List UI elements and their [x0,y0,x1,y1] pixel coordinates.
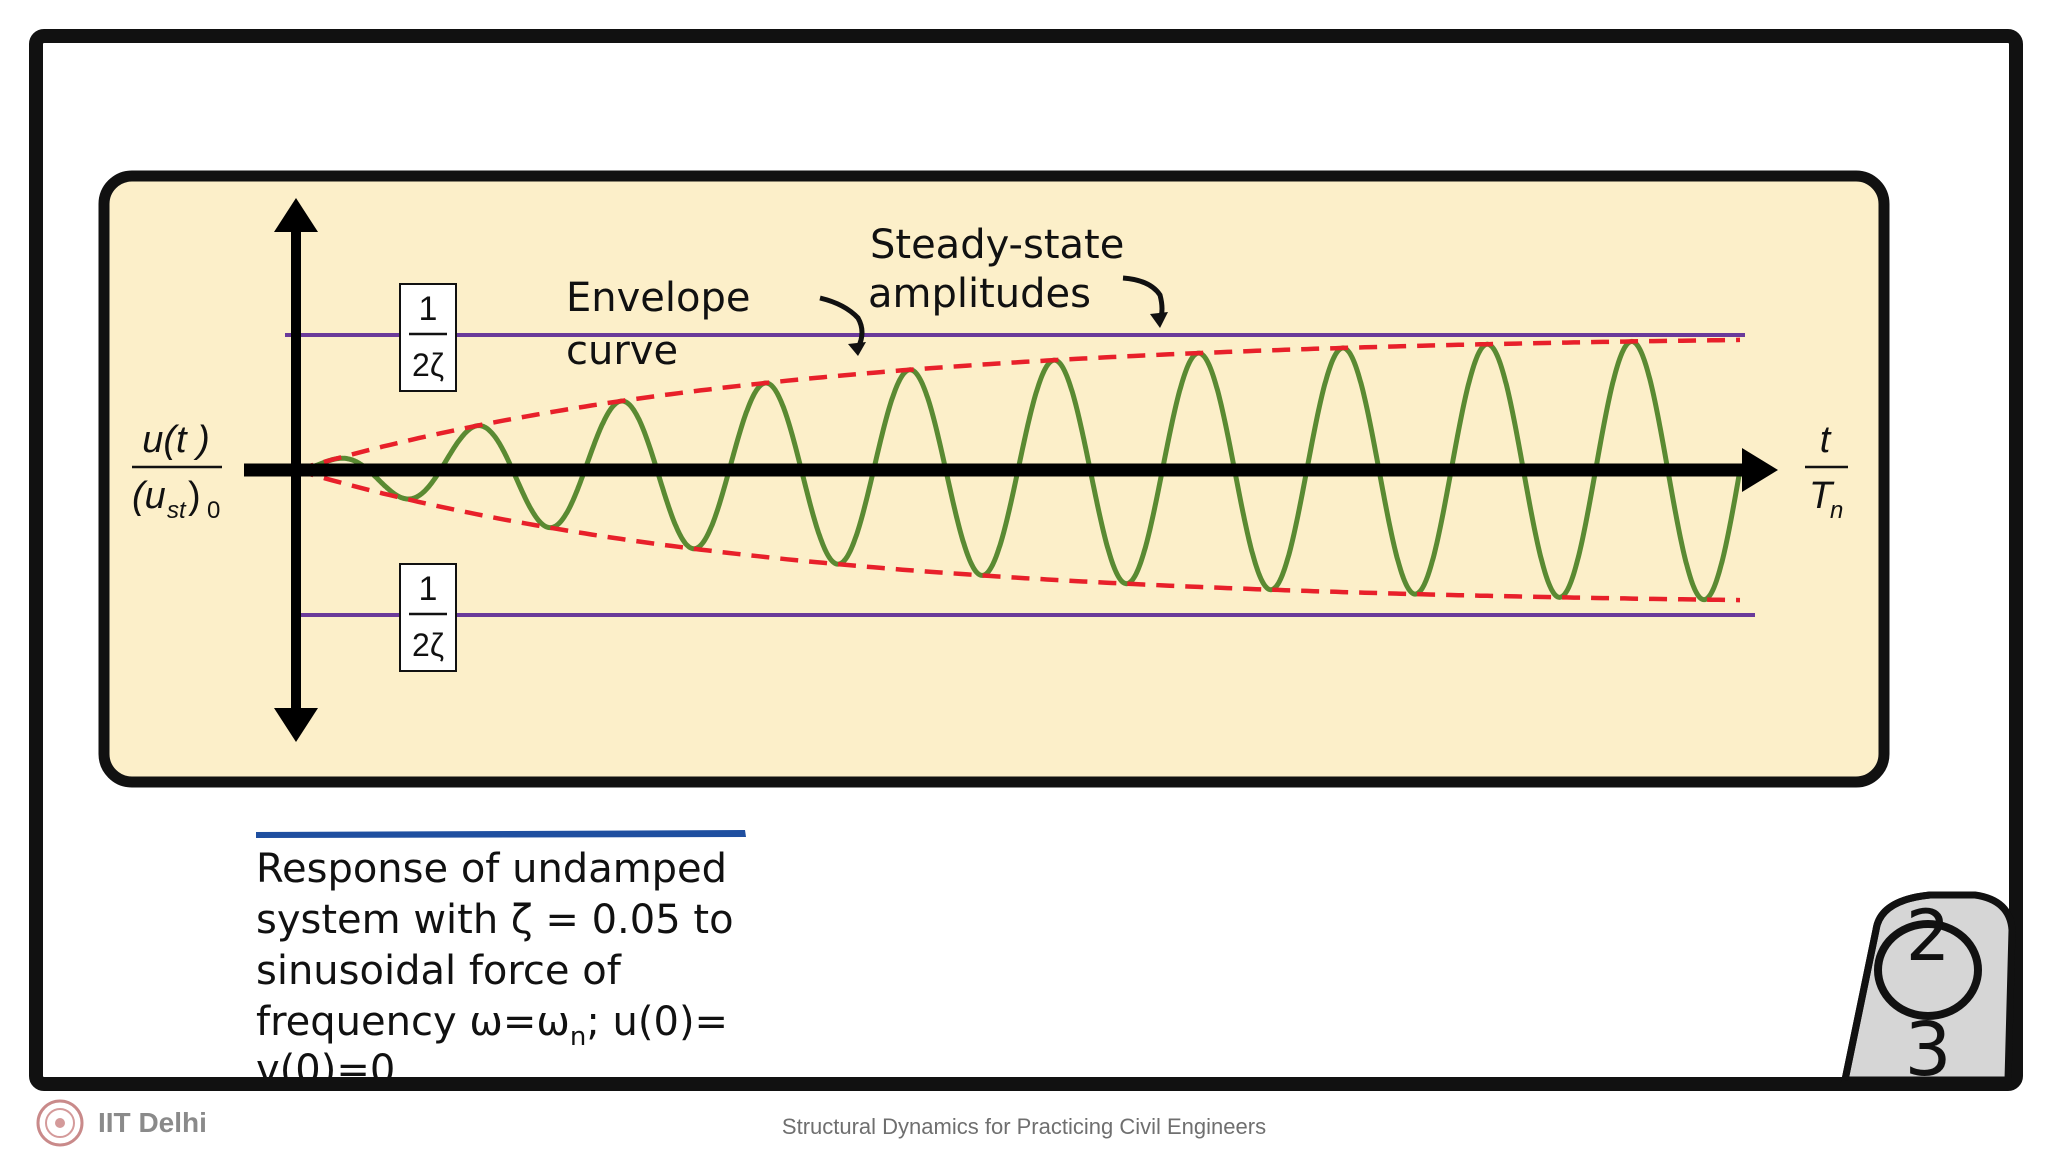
time-axis [244,448,1778,492]
upper-bound-denominator: 2ζ [412,347,444,383]
caption: Response of undamped system with ζ = 0.0… [256,830,746,1093]
envelope-curve-upper [295,337,1741,473]
steady-state-label-line1: Steady-state [870,222,1124,268]
upper-bound-label: 1 2ζ [399,283,457,392]
caption-line-4-tail: ; u(0)= [586,999,728,1045]
caption-line-4-text: frequency ω=ω [256,999,570,1045]
envelope-pointer-arrowhead [848,342,866,356]
x-axis-label: t T n [1805,419,1848,524]
y-axis-label: u(t ) (u st ) 0 [132,419,222,524]
time-axis-arrowhead [1742,448,1778,492]
response-axis-arrowhead-up [274,198,318,232]
footer-logo-text: IIT Delhi [98,1107,207,1138]
iit-delhi-logo-icon [36,1099,84,1147]
footer: IIT Delhi Structural Dynamics for Practi… [36,1099,1266,1147]
steady-state-label-line2: amplitudes [868,271,1091,317]
y-axis-denominator-sub: st [167,497,187,524]
response-axis [274,198,318,742]
envelope-label-line1: Envelope [566,275,751,321]
caption-line-1: Response of undamped [256,846,727,892]
envelope-pointer-arrow [819,295,865,350]
lower-bound-numerator: 1 [419,570,438,608]
envelope-label-line2: curve [566,328,678,374]
corner-numeral-bottom: 3 [1904,1007,1951,1093]
y-axis-numerator: u(t ) [142,419,210,461]
caption-line-2: system with ζ = 0.05 to [256,897,734,943]
lower-bound-label: 1 2ζ [399,563,457,672]
caption-underline [256,830,746,838]
diagram-panel [98,170,1890,788]
caption-line-3: sinusoidal force of [256,948,622,994]
y-axis-denominator-close: ) [188,475,201,517]
footer-course-title: Structural Dynamics for Practicing Civil… [782,1114,1266,1139]
response-axis-arrowhead-down [274,708,318,742]
lower-bound-denominator: 2ζ [412,627,444,663]
x-axis-numerator: t [1820,419,1832,461]
caption-line-5: v(0)=0 [256,1047,395,1093]
corner-weight-icon: 2 3 [1840,891,2016,1093]
corner-numeral-top: 2 [1906,895,1951,977]
y-axis-denominator-tail: 0 [207,497,220,524]
x-axis-denominator-sub: n [1830,497,1843,524]
envelope-label: Envelope curve [566,275,866,374]
caption-line-4-sub: n [570,1022,586,1052]
steady-state-label: Steady-state amplitudes [868,222,1168,328]
steady-state-pointer-arrowhead [1150,312,1168,328]
envelope-curve-lower [295,467,1741,603]
caption-line-4: frequency ω=ωn; u(0)= [256,999,728,1052]
y-axis-denominator-base: (u [132,475,166,517]
x-axis-denominator-base: T [1809,475,1835,517]
upper-bound-numerator: 1 [419,290,438,328]
